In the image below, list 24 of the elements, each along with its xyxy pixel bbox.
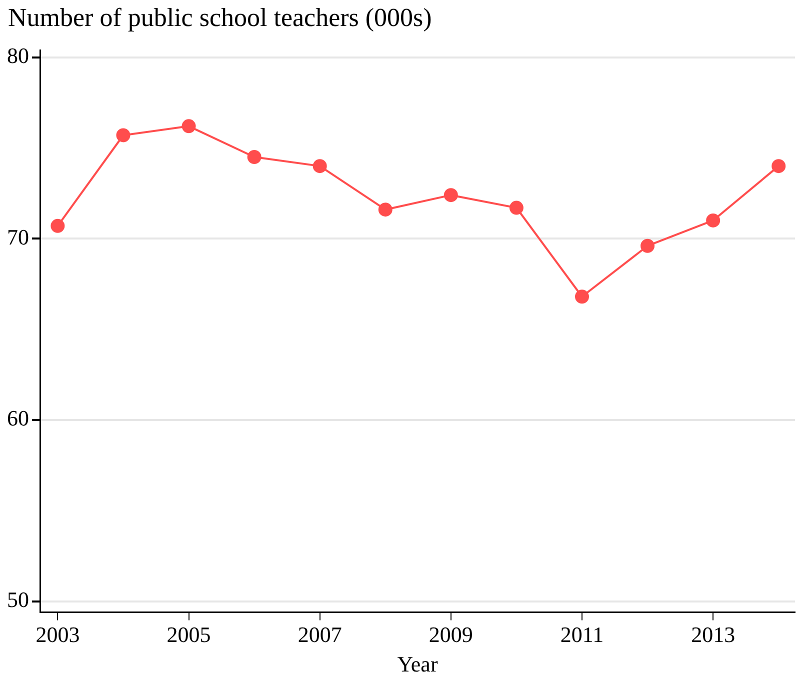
point (772, 159, 786, 174)
x-tick-label: 2007 (298, 622, 342, 648)
y-tick-label: 70 (7, 224, 29, 250)
point (706, 213, 720, 228)
point (575, 290, 589, 304)
point (640, 238, 655, 253)
x-tick-label: 2011 (560, 622, 604, 648)
y-tick-label: 80 (7, 43, 29, 68)
point (182, 119, 196, 134)
x-tick-label: 2005 (166, 622, 211, 648)
y-tick-label: 50 (7, 587, 29, 612)
y-tick-label: 60 (7, 406, 29, 431)
point (116, 128, 130, 142)
x-tick-label: 2003 (36, 622, 80, 648)
x-tick-label: 2013 (691, 622, 736, 648)
point (312, 159, 327, 174)
y-axis-title: Number of public school teachers (000s) (8, 2, 432, 32)
point (50, 218, 65, 233)
x-tick-label: 2009 (428, 622, 473, 648)
x-axis-title: Year (397, 652, 438, 677)
point (444, 188, 458, 202)
point (509, 200, 524, 215)
point (247, 150, 262, 164)
point (378, 202, 392, 217)
